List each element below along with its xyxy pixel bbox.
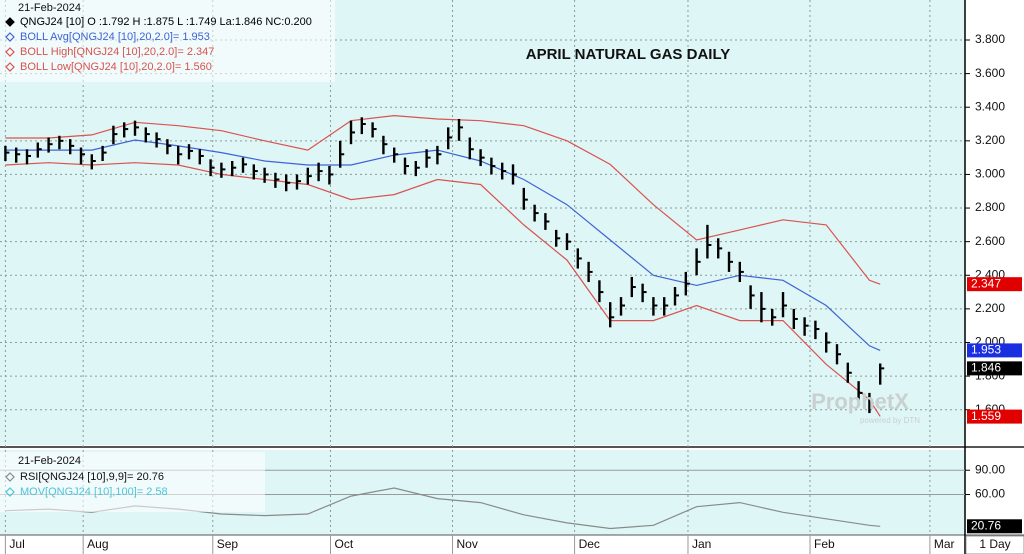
legend-box	[0, 0, 335, 82]
x-tick-label: Nov	[457, 537, 478, 551]
x-tick-label: Feb	[814, 537, 835, 551]
y-tick-label: 3.600	[975, 66, 1005, 80]
x-tick-label: Mar	[934, 537, 955, 551]
legend-label: RSI[QNGJ24 [10],9,9]= 20.76	[20, 471, 164, 483]
chart-title: APRIL NATURAL GAS DAILY	[526, 46, 730, 63]
last-value-label: 1.846	[971, 361, 1001, 375]
y-tick-label: 3.000	[975, 167, 1005, 181]
legend-box	[0, 452, 265, 512]
y-tick-label: 3.200	[975, 133, 1005, 147]
legend-label: BOLL High[QNGJ24 [10],20,2.0]= 2.347	[20, 46, 214, 58]
y-tick-label: 90.00	[975, 462, 1005, 476]
last-value-label: 20.76	[971, 518, 1001, 532]
x-tick-label: Oct	[334, 537, 353, 551]
last-value-box	[967, 519, 1022, 534]
legend-marker	[5, 62, 15, 72]
marks	[4, 114, 885, 530]
watermark-sub: powered by DTN	[860, 416, 920, 425]
legend-marker	[5, 17, 15, 27]
legend-label: BOLL Low[QNGJ24 [10],20,2.0]= 1.560	[20, 61, 212, 73]
legend-marker	[5, 32, 15, 42]
last-value-label: 1.559	[971, 409, 1001, 423]
watermark: ProphetX	[811, 389, 909, 414]
legend-date: 21-Feb-2024	[18, 455, 81, 467]
legend-label: QNGJ24 [10] O :1.792 H :1.875 L :1.749 L…	[20, 16, 312, 28]
last-value-box	[967, 361, 1022, 376]
legend-marker	[5, 472, 15, 482]
legend-label: MOV[QNGJ24 [10],100]= 2.58	[20, 486, 168, 498]
labels: Jul Aug Sep Oct Nov Dec Jan Feb Mar 3.800 3.600 3.4…	[5, 16, 1022, 551]
legend-label: BOLL Avg[QNGJ24 [10],20,2.0]= 1.953	[20, 31, 210, 43]
last-value-label: 1.953	[971, 343, 1001, 357]
legend-date: 21-Feb-2024	[18, 2, 81, 14]
y-tick-label: 3.800	[975, 32, 1005, 46]
y-tick-label: 2.200	[975, 301, 1005, 315]
legend-marker	[5, 487, 15, 497]
x-tick-label: Jan	[692, 537, 711, 551]
x-tick-label: Sep	[217, 537, 239, 551]
last-value-box	[967, 343, 1022, 358]
interval-box[interactable]	[965, 535, 1024, 554]
last-value-box	[967, 409, 1022, 424]
last-value-box	[967, 277, 1022, 292]
y-tick-label: 3.400	[975, 99, 1005, 113]
legend-marker	[5, 47, 15, 57]
y-tick-label: 60.00	[975, 487, 1005, 501]
y-tick-label: 2.600	[975, 234, 1005, 248]
y-tick-label: 2.800	[975, 200, 1005, 214]
x-tick-label: Dec	[579, 537, 600, 551]
last-value-label: 2.347	[971, 276, 1001, 290]
interval-label[interactable]: 1 Day	[979, 537, 1010, 551]
x-tick-label: Aug	[87, 537, 108, 551]
x-tick-label: Jul	[9, 537, 24, 551]
